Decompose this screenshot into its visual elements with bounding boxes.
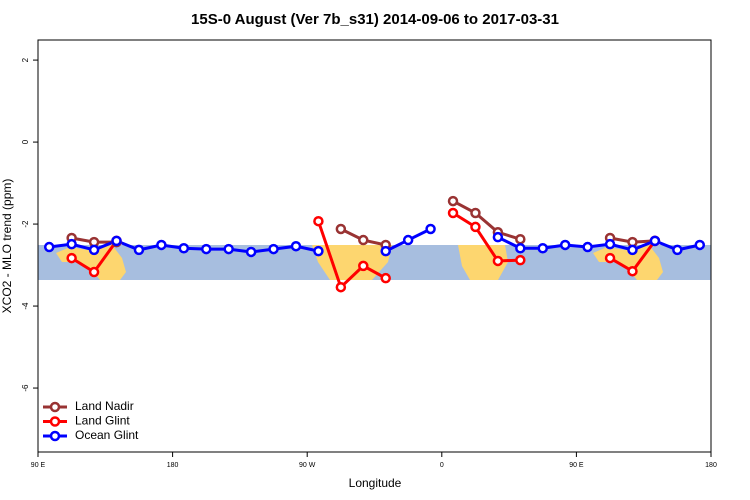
data-point bbox=[201, 243, 212, 255]
data-point bbox=[245, 246, 257, 258]
data-point bbox=[358, 260, 369, 272]
data-point bbox=[313, 245, 324, 257]
legend-label: Ocean Glint bbox=[75, 428, 139, 442]
data-point bbox=[380, 272, 391, 284]
data-point bbox=[268, 243, 279, 255]
data-point bbox=[694, 239, 706, 251]
data-point bbox=[178, 243, 190, 254]
chart-title: 15S-0 August (Ver 7b_s31) 2014-09-06 to … bbox=[191, 11, 559, 28]
x-tick-label: 90 E bbox=[569, 462, 584, 469]
data-point bbox=[492, 255, 504, 267]
y-tick-label: -6 bbox=[21, 384, 30, 392]
data-point bbox=[380, 245, 391, 257]
data-point bbox=[43, 241, 55, 253]
y-tick-label: 0 bbox=[21, 139, 30, 144]
data-point bbox=[156, 239, 167, 251]
y-tick-label: 2 bbox=[21, 57, 30, 62]
y-tick-label: -4 bbox=[21, 302, 30, 310]
y-axis-label: XCO2 - MLO trend (ppm) bbox=[0, 179, 14, 314]
data-point bbox=[313, 215, 324, 227]
data-point bbox=[627, 244, 638, 256]
y-tick-label: -2 bbox=[21, 220, 30, 228]
data-point bbox=[335, 223, 347, 235]
data-point bbox=[133, 244, 145, 256]
data-point bbox=[515, 243, 526, 254]
legend-marker bbox=[49, 430, 61, 442]
data-point bbox=[604, 238, 616, 250]
data-point bbox=[358, 234, 369, 246]
legend-marker bbox=[49, 416, 61, 427]
data-point bbox=[425, 223, 436, 235]
data-point bbox=[649, 235, 661, 247]
data-point bbox=[335, 281, 347, 293]
data-point bbox=[66, 238, 77, 250]
x-tick-label: 90 E bbox=[31, 462, 46, 469]
data-point bbox=[537, 243, 548, 254]
data-point bbox=[627, 265, 638, 277]
x-tick-label: 0 bbox=[440, 462, 444, 469]
plot-frame bbox=[37, 39, 712, 453]
data-point bbox=[515, 233, 526, 245]
land bbox=[458, 245, 508, 280]
data-point bbox=[559, 239, 571, 251]
x-tick-label: 180 bbox=[167, 462, 179, 469]
data-point bbox=[470, 221, 481, 233]
data-point bbox=[604, 252, 616, 264]
legend-label: Land Glint bbox=[75, 414, 130, 428]
data-point bbox=[223, 243, 234, 255]
x-tick-label: 180 bbox=[705, 462, 717, 469]
data-point bbox=[470, 207, 481, 219]
x-axis-label: Longitude bbox=[349, 476, 402, 490]
legend-marker bbox=[49, 401, 61, 413]
data-point bbox=[290, 240, 302, 252]
data-point bbox=[582, 241, 593, 253]
data-point bbox=[447, 207, 459, 219]
x-tick-label: 90 W bbox=[299, 462, 316, 469]
data-point bbox=[447, 195, 459, 207]
map-background bbox=[38, 245, 711, 280]
data-point bbox=[88, 266, 100, 278]
data-point bbox=[88, 244, 100, 256]
legend-label: Land Nadir bbox=[75, 399, 134, 413]
data-point bbox=[111, 235, 122, 247]
data-point bbox=[492, 231, 504, 243]
data-point bbox=[66, 252, 77, 264]
data-point bbox=[672, 244, 683, 256]
data-point bbox=[402, 234, 414, 246]
data-point bbox=[515, 254, 526, 266]
